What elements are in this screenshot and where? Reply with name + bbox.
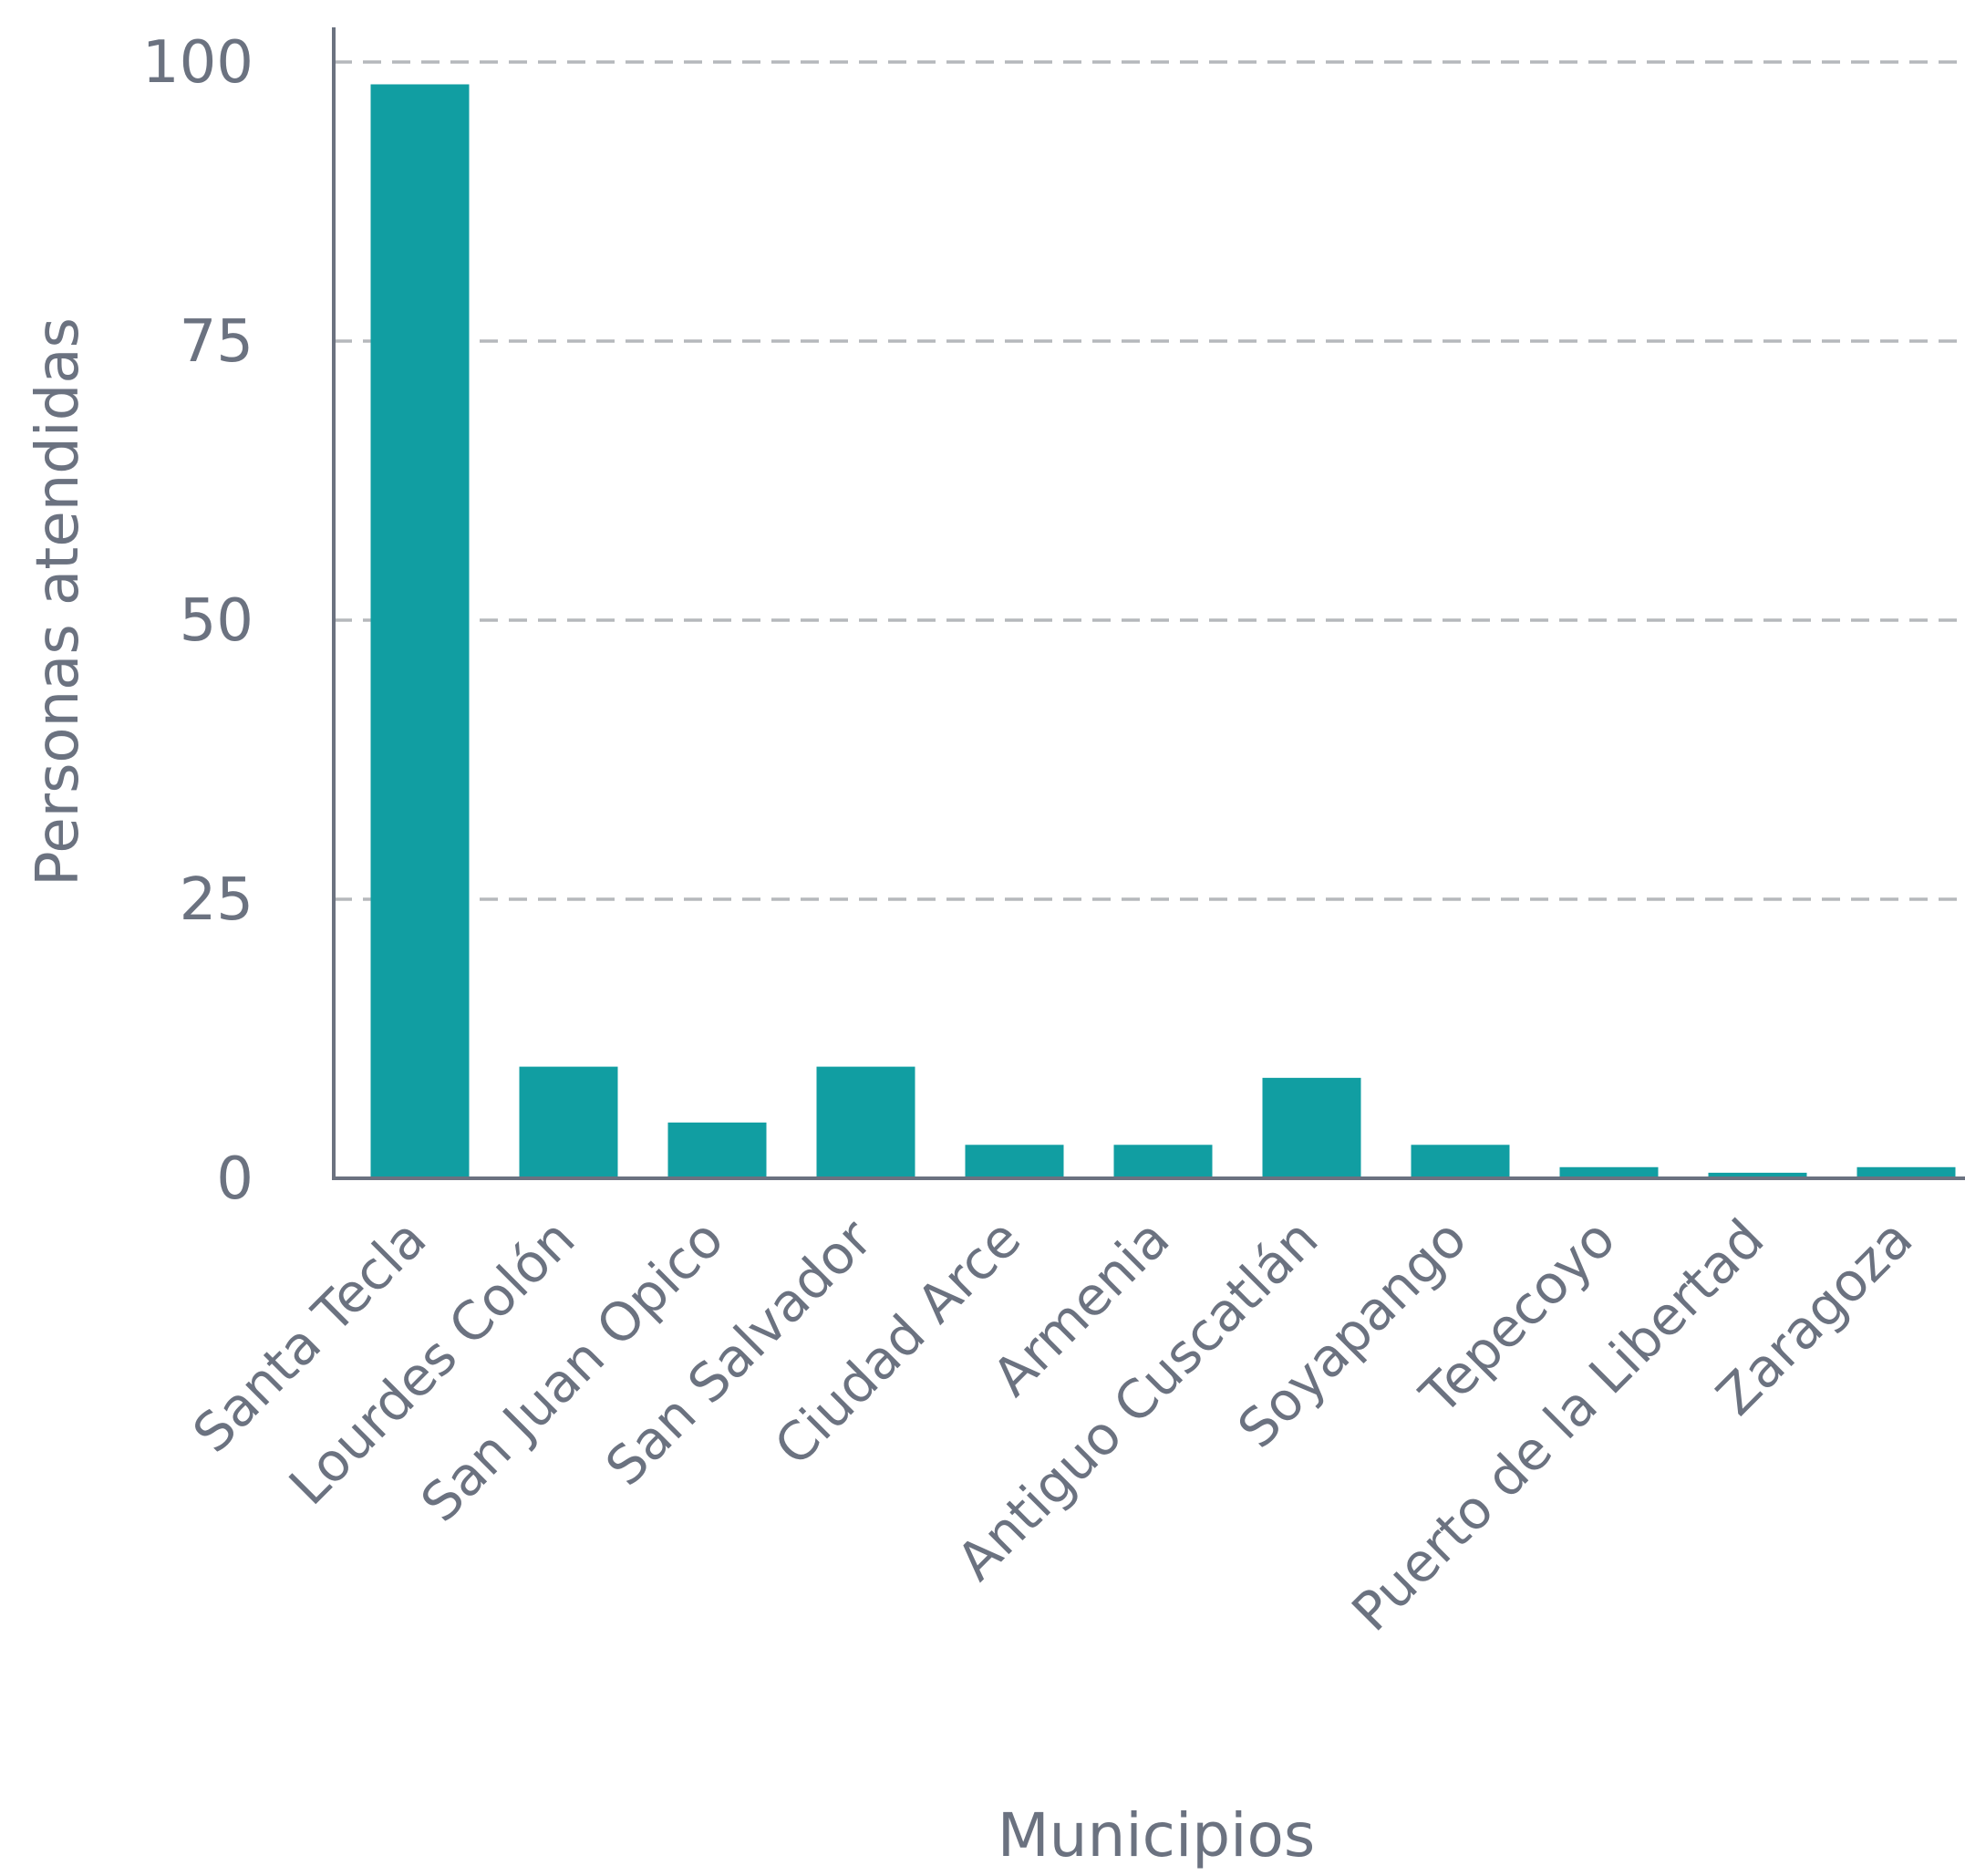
x-axis-label: Municipios (998, 1800, 1316, 1871)
y-tick-label: 75 (180, 308, 253, 376)
bar (1262, 1077, 1361, 1178)
bar (370, 84, 470, 1179)
y-tick-label: 0 (216, 1145, 253, 1213)
x-tick-label: San Salvador (594, 1207, 884, 1498)
y-tick-label: 50 (180, 587, 253, 655)
bar (519, 1066, 618, 1178)
bar (1559, 1166, 1659, 1178)
axes (332, 27, 1965, 1180)
grid-lines (334, 60, 1965, 901)
y-axis-label: Personas atendidas (25, 317, 92, 886)
bar (1856, 1166, 1956, 1178)
y-tick-label: 100 (142, 29, 253, 97)
bar (667, 1122, 767, 1178)
y-tick-label: 25 (180, 866, 253, 934)
bars (370, 84, 1956, 1179)
y-tick-labels: 0 25 50 75 100 (142, 29, 253, 1213)
bar (1708, 1172, 1807, 1178)
bar (965, 1145, 1064, 1178)
bar (1411, 1145, 1510, 1178)
bar (816, 1066, 915, 1178)
bar (1113, 1145, 1213, 1178)
